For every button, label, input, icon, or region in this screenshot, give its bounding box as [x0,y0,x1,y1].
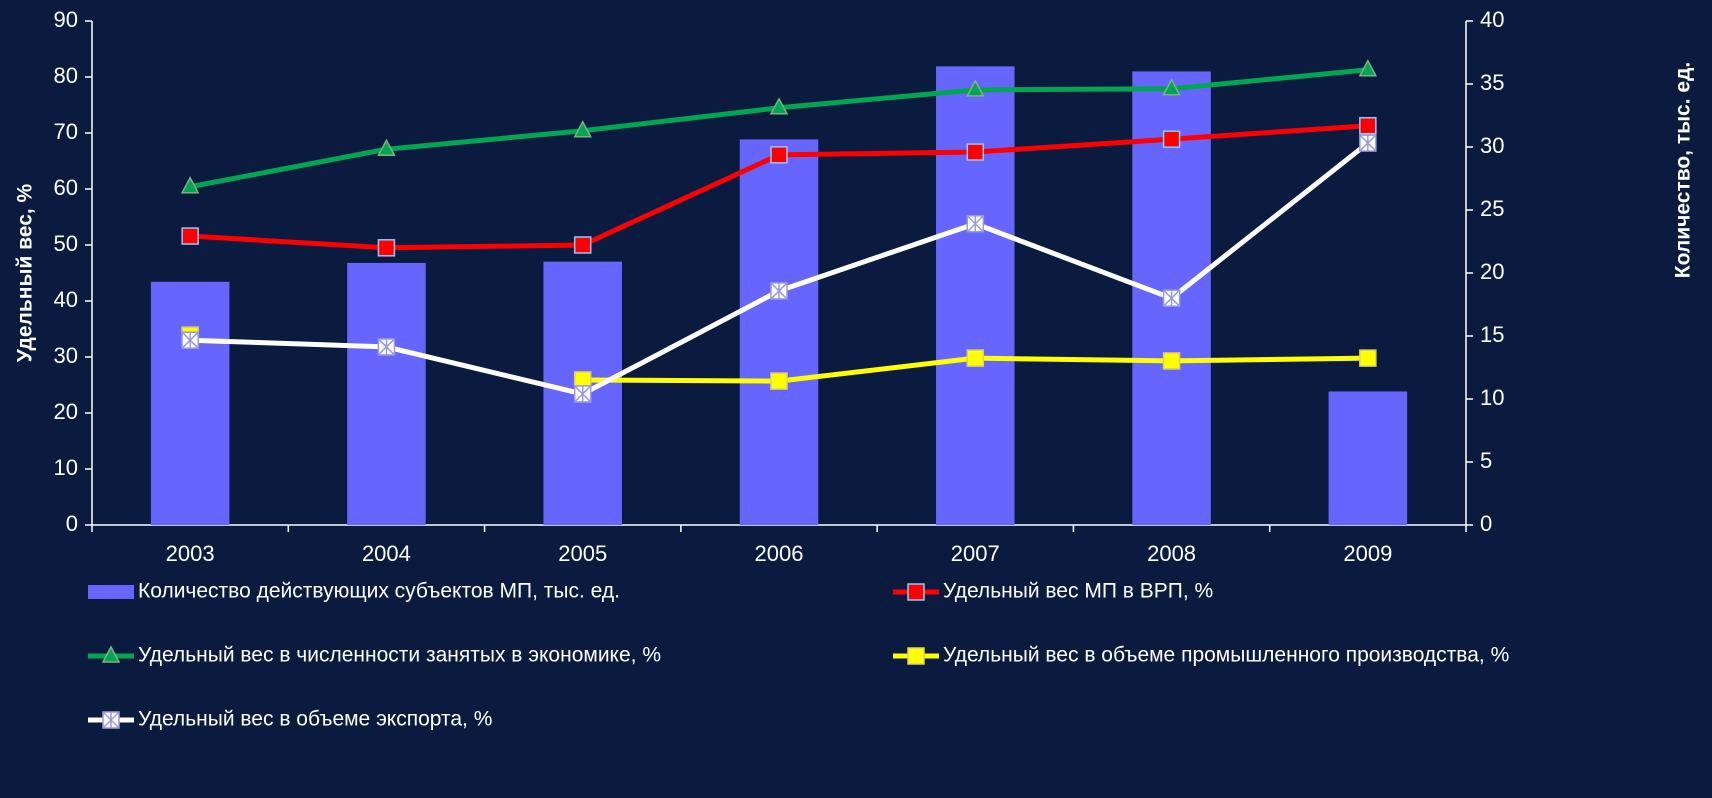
marker [770,372,788,390]
marker-cross [770,282,788,300]
marker [770,146,788,164]
x-tick-label: 2005 [558,541,607,566]
marker-cross [377,338,395,356]
y2-tick-label: 20 [1480,259,1504,284]
legend-label: Удельный вес МП в ВРП, % [943,580,1213,603]
marker [1358,59,1378,77]
y-axis-label: Удельный вес, % [14,183,37,362]
y-tick-label: 70 [54,119,78,144]
y2-tick-label: 40 [1480,7,1504,32]
marker [966,79,985,97]
bar [347,262,426,525]
y-tick-label: 90 [54,7,78,32]
bar [1328,391,1408,525]
legend-marker-cross [102,711,120,729]
legend-swatch [88,585,134,599]
y2-tick-label: 25 [1480,196,1504,221]
x-tick-label: 2009 [1343,541,1392,566]
y2-tick-label: 5 [1480,448,1492,473]
legend-label: Удельный вес в объеме экспорта, % [138,708,492,731]
marker-cross [966,215,984,233]
marker [377,138,396,156]
legend-label: Количество действующих субъектов МП, тыс… [138,580,620,603]
y2-tick-label: 15 [1480,322,1504,347]
y2-tick-label: 35 [1480,70,1504,95]
y-tick-label: 30 [54,343,78,368]
bar [936,66,1015,526]
marker-cross [181,331,199,349]
legend-label: Удельный вес в объеме промышленного прои… [943,644,1509,667]
y-tick-label: 40 [54,287,78,312]
bar [739,139,819,525]
marker [573,236,592,254]
y-tick-label: 0 [66,511,78,536]
marker [966,143,985,161]
marker [1359,349,1377,367]
marker [769,97,789,115]
y2-tick-label: 10 [1480,385,1504,410]
marker-cross [574,385,592,403]
y-tick-label: 80 [54,63,78,88]
y-tick-label: 20 [54,399,78,424]
x-tick-label: 2004 [362,541,411,566]
legend-label: Удельный вес в численности занятых в эко… [138,644,661,667]
y-tick-label: 50 [54,231,78,256]
legend-marker [907,583,925,601]
x-tick-label: 2008 [1147,541,1196,566]
x-tick-label: 2007 [951,541,1000,566]
marker [181,227,199,245]
marker [966,349,985,367]
marker [1162,78,1181,96]
bar [150,281,230,525]
y-tick-label: 60 [54,175,78,200]
x-tick-label: 2006 [755,541,804,566]
x-tick-label: 2003 [166,541,215,566]
marker [573,120,592,138]
y2-tick-label: 0 [1480,511,1492,536]
marker-cross [1163,289,1181,307]
legend-marker [101,645,121,663]
marker-cross [1359,134,1377,152]
y-tick-label: 10 [54,455,78,480]
legend-marker [907,647,925,665]
marker [1359,116,1377,135]
marker [1162,352,1181,370]
y2-axis-label: Количество, тыс. ед. [1672,62,1695,278]
marker [1162,130,1181,148]
y2-tick-label: 30 [1480,133,1504,158]
marker [180,176,200,194]
marker [377,239,396,257]
